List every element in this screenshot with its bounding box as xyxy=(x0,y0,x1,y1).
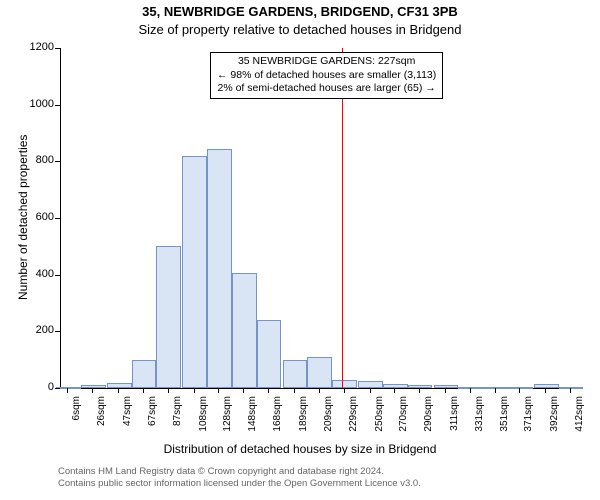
y-tick xyxy=(55,218,60,219)
x-tick xyxy=(495,388,496,393)
histogram-bar xyxy=(283,360,308,388)
annotation-line-2: ← 98% of detached houses are smaller (3,… xyxy=(217,69,436,83)
y-tick-label: 600 xyxy=(18,211,54,223)
histogram-bar xyxy=(232,273,257,388)
x-tick xyxy=(570,388,571,393)
x-tick-label: 412sqm xyxy=(574,396,585,436)
annotation-line-3: 2% of semi-detached houses are larger (6… xyxy=(217,82,436,96)
histogram-bar xyxy=(307,357,332,388)
copyright-line-1: Contains HM Land Registry data © Crown c… xyxy=(58,466,384,477)
x-tick xyxy=(344,388,345,393)
x-tick-label: 47sqm xyxy=(122,396,133,436)
x-tick-label: 371sqm xyxy=(523,396,534,436)
x-tick xyxy=(243,388,244,393)
histogram-bar xyxy=(358,381,383,388)
y-tick-label: 1000 xyxy=(18,98,54,110)
histogram-bar xyxy=(207,149,232,388)
histogram-bar xyxy=(132,360,157,388)
x-tick-label: 148sqm xyxy=(247,396,258,436)
x-tick xyxy=(394,388,395,393)
x-tick-label: 331sqm xyxy=(474,396,485,436)
y-tick xyxy=(55,275,60,276)
x-tick xyxy=(143,388,144,393)
x-tick-label: 67sqm xyxy=(147,396,158,436)
x-tick xyxy=(319,388,320,393)
histogram-bar xyxy=(156,246,181,388)
reference-line xyxy=(342,48,343,388)
x-tick-label: 311sqm xyxy=(449,396,460,436)
x-tick xyxy=(194,388,195,393)
y-tick xyxy=(55,48,60,49)
y-tick-label: 400 xyxy=(18,268,54,280)
y-tick xyxy=(55,161,60,162)
chart-container: 35, NEWBRIDGE GARDENS, BRIDGEND, CF31 3P… xyxy=(0,0,600,500)
x-tick-label: 351sqm xyxy=(499,396,510,436)
y-tick-label: 0 xyxy=(18,381,54,393)
annotation-line-1: 35 NEWBRIDGE GARDENS: 227sqm xyxy=(217,55,436,69)
x-tick-label: 6sqm xyxy=(71,396,82,436)
plot-area xyxy=(60,48,581,389)
x-tick-label: 270sqm xyxy=(398,396,409,436)
histogram-bar xyxy=(182,156,207,388)
x-tick-label: 108sqm xyxy=(198,396,209,436)
x-tick-label: 209sqm xyxy=(323,396,334,436)
x-axis-title: Distribution of detached houses by size … xyxy=(0,442,600,456)
copyright-line-2: Contains public sector information licen… xyxy=(58,478,421,489)
chart-subtitle: Size of property relative to detached ho… xyxy=(0,22,600,37)
x-tick-label: 26sqm xyxy=(96,396,107,436)
x-tick-label: 168sqm xyxy=(272,396,283,436)
y-tick xyxy=(55,331,60,332)
x-tick-label: 189sqm xyxy=(298,396,309,436)
histogram-bar xyxy=(458,387,483,389)
x-tick xyxy=(268,388,269,393)
x-tick-label: 250sqm xyxy=(374,396,385,436)
x-tick-label: 229sqm xyxy=(348,396,359,436)
y-tick xyxy=(55,388,60,389)
y-tick xyxy=(55,105,60,106)
x-tick xyxy=(445,388,446,393)
y-tick-label: 200 xyxy=(18,324,54,336)
x-tick xyxy=(92,388,93,393)
x-tick-label: 128sqm xyxy=(222,396,233,436)
x-tick xyxy=(118,388,119,393)
x-tick xyxy=(470,388,471,393)
x-tick xyxy=(419,388,420,393)
x-tick-label: 392sqm xyxy=(549,396,560,436)
x-tick xyxy=(218,388,219,393)
histogram-bar xyxy=(257,320,282,388)
histogram-bar xyxy=(483,387,508,389)
y-tick-label: 1200 xyxy=(18,41,54,53)
histogram-bar xyxy=(332,380,357,389)
y-tick-label: 800 xyxy=(18,154,54,166)
x-tick xyxy=(294,388,295,393)
address-title: 35, NEWBRIDGE GARDENS, BRIDGEND, CF31 3P… xyxy=(0,4,600,19)
reference-annotation: 35 NEWBRIDGE GARDENS: 227sqm ← 98% of de… xyxy=(210,52,443,99)
x-tick xyxy=(545,388,546,393)
x-tick xyxy=(370,388,371,393)
x-tick-label: 87sqm xyxy=(172,396,183,436)
x-tick-label: 290sqm xyxy=(423,396,434,436)
x-tick xyxy=(168,388,169,393)
x-tick xyxy=(519,388,520,393)
x-tick xyxy=(67,388,68,393)
